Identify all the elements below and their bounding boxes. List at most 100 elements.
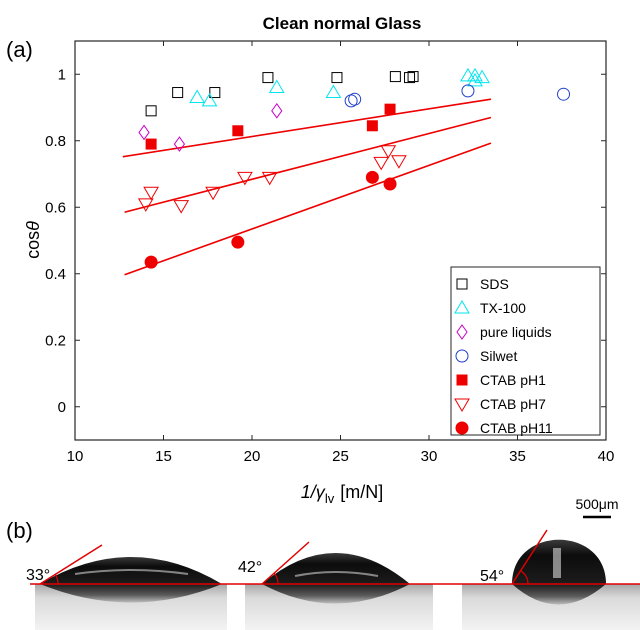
legend-marker-silwet [455, 349, 469, 363]
data-point-silwet [461, 84, 475, 98]
legend-box [450, 266, 601, 436]
data-point-ctab-ph7 [205, 186, 221, 201]
y-axis-label-main: cos [23, 231, 43, 259]
legend-marker-sds [456, 278, 468, 290]
data-point-silwet [557, 87, 571, 101]
photo-3-highlight [553, 548, 561, 578]
x-axis-label-main: 1/γ [301, 482, 326, 502]
droplet-photo-2: 42° [238, 541, 433, 630]
x-tick-label: 25 [332, 448, 349, 465]
panel-b-label: (b) [6, 518, 33, 543]
y-axis-label: cosθ [23, 221, 43, 259]
droplet-photo-3: 54° [462, 529, 640, 630]
data-point-tx-100 [467, 72, 483, 87]
legend-label-ctab-ph7: CTAB pH7 [480, 396, 546, 412]
photo-2-droplet [262, 553, 410, 584]
legend-label-pure-liquids: pure liquids [480, 324, 552, 340]
data-point-ctab-ph7 [373, 156, 390, 171]
x-tick-label: 30 [421, 448, 438, 465]
y-tick-label: 0.8 [45, 133, 66, 150]
legend-marker-tx-100 [454, 300, 470, 314]
data-point-sds [404, 72, 416, 84]
photo-1-angle-label: 33° [26, 567, 50, 584]
x-tick-label: 15 [155, 448, 172, 465]
data-point-ctab-ph1 [232, 125, 244, 137]
photo-2-highlight [294, 571, 379, 577]
photo-3-tangent-line [511, 529, 548, 585]
data-point-ctab-ph1 [384, 103, 396, 115]
data-point-ctab-ph7 [391, 155, 407, 169]
photo-1-highlight [74, 569, 189, 575]
data-point-ctab-ph11 [144, 255, 158, 269]
data-point-ctab-ph7 [143, 186, 159, 201]
data-point-ctab-ph11 [365, 170, 379, 184]
data-point-sds [262, 72, 274, 84]
legend: SDS TX-100 pure liquids Silwet CTAB pH1 CTAB … [454, 276, 553, 436]
data-point-sds [389, 71, 401, 83]
data-point-tx-100 [325, 84, 342, 99]
y-tick-label: 0.4 [45, 266, 66, 283]
legend-marker-pure-liquids [456, 324, 468, 340]
y-tick-label: 0.2 [45, 332, 66, 349]
data-point-sds [209, 87, 221, 99]
legend-label-silwet: Silwet [480, 348, 517, 364]
legend-label-ctab-ph1: CTAB pH1 [480, 372, 546, 388]
data-point-pure-liquids [271, 102, 283, 119]
data-point-tx-100 [474, 69, 490, 84]
x-tick-label: 40 [598, 448, 615, 465]
x-tick-label: 20 [244, 448, 261, 465]
photo-2-angle-label: 42° [238, 559, 262, 576]
data-point-ctab-ph1 [145, 138, 157, 150]
data-point-sds [172, 87, 184, 99]
data-markers [137, 67, 571, 269]
fit-lines [122, 98, 492, 276]
photo-3-reflection [512, 584, 606, 605]
y-tick-label: 0.6 [45, 199, 66, 216]
x-tick-label: 35 [509, 448, 526, 465]
data-point-ctab-ph7 [137, 198, 154, 212]
data-point-ctab-ph11 [383, 177, 397, 191]
legend-label-ctab-ph11: CTAB pH11 [480, 420, 553, 436]
data-point-ctab-ph1 [366, 120, 378, 132]
x-axis-label-unit: [m/N] [340, 482, 383, 502]
data-point-tx-100 [201, 92, 218, 107]
y-axis-label-symbol: θ [23, 221, 43, 231]
legend-marker-ctab-ph1 [456, 374, 468, 386]
data-point-sds [407, 71, 419, 83]
y-tick-label: 0 [58, 399, 66, 416]
x-axis-label: 1/γlv [m/N] [301, 482, 383, 506]
fit-line-ctab-ph7 [124, 116, 492, 214]
photo-2-tangent-line [261, 541, 310, 585]
data-point-tx-100 [467, 67, 483, 82]
photo-2-reflection [262, 584, 410, 604]
data-point-pure-liquids [173, 136, 186, 152]
scale-bar-label: 500μm [575, 496, 618, 512]
data-point-ctab-ph7 [237, 171, 253, 186]
data-point-sds [145, 105, 157, 117]
photo-1-reflection [40, 584, 222, 603]
legend-marker-ctab-ph11 [455, 421, 469, 435]
data-point-tx-100 [189, 89, 206, 104]
legend-marker-ctab-ph7 [454, 398, 470, 412]
data-point-ctab-ph11 [231, 235, 245, 249]
data-point-ctab-ph7 [173, 200, 190, 214]
photo-1-tangent-line [39, 544, 103, 585]
data-point-silwet [348, 92, 362, 106]
droplet-photo-1: 33° [26, 544, 227, 630]
x-axis-label-sub: lv [325, 491, 335, 506]
data-point-pure-liquids [138, 124, 150, 141]
chart-title: Clean normal Glass [263, 14, 422, 33]
fit-line-ctab-ph1 [122, 98, 492, 158]
legend-label-tx-100: TX-100 [480, 300, 526, 316]
photo-3-angle-label: 54° [480, 568, 504, 585]
x-tick-label: 10 [67, 448, 84, 465]
axis-ticks: 10 15 20 25 30 35 40 0 0.2 0.4 0.6 0.8 1 [45, 41, 614, 465]
data-point-tx-100 [268, 79, 285, 94]
legend-label-sds: SDS [480, 276, 509, 292]
fit-line-ctab-ph11 [124, 142, 492, 276]
data-point-ctab-ph7 [380, 145, 397, 159]
data-point-sds [331, 72, 343, 84]
y-tick-label: 1 [58, 66, 66, 83]
data-point-ctab-ph7 [261, 171, 278, 186]
